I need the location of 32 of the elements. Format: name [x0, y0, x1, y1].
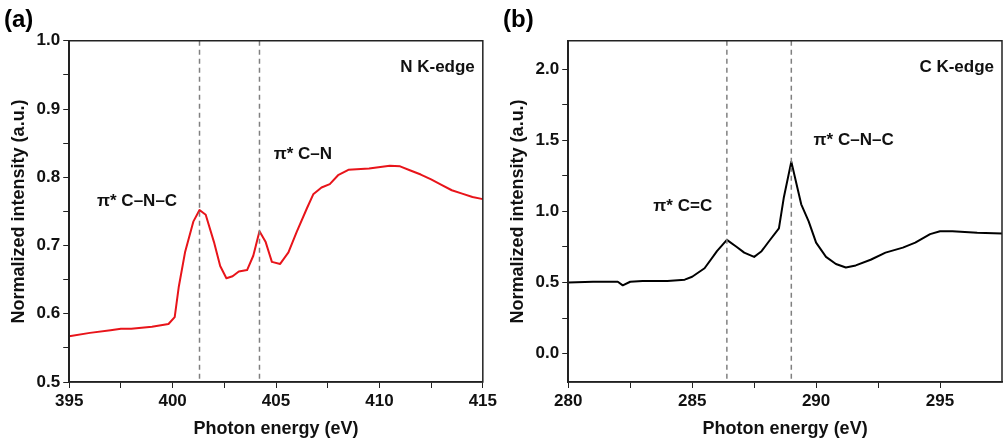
x-tick-label: 280: [554, 390, 583, 410]
x-tick-label: 415: [468, 390, 498, 410]
y-tick-label: 0.7: [36, 235, 61, 255]
y-tick-label: 1.0: [36, 30, 61, 50]
y-tick-label: 2.0: [535, 58, 560, 78]
annotation: π* C–N–C: [97, 190, 178, 210]
y-tick-label: 0.8: [36, 166, 61, 186]
y-tick-label: 0.9: [36, 98, 61, 118]
y-tick-label: 0.5: [535, 272, 560, 292]
annotation: N K-edge: [400, 57, 475, 77]
y-tick-label: 0.6: [36, 303, 61, 323]
annotation: π* C–N–C: [813, 129, 894, 149]
y-axis-title: Normalized intensity (a.u.): [506, 99, 527, 324]
y-axis-title: Normalized intensity (a.u.): [7, 99, 28, 324]
x-tick-label: 295: [925, 390, 955, 410]
annotation: C K-edge: [919, 57, 994, 77]
x-tick-label: 285: [677, 390, 707, 410]
x-tick-label: 290: [801, 390, 831, 410]
chart-title: (b): [503, 5, 534, 33]
y-tick-label: 1.0: [535, 201, 560, 221]
x-axis-title: Photon energy (eV): [702, 418, 868, 439]
annotation: π* C=C: [653, 196, 713, 216]
x-tick-label: 395: [55, 390, 84, 410]
y-tick-label: 0.5: [36, 371, 61, 391]
y-tick-label: 1.5: [535, 130, 560, 149]
y-tick-label: 0.0: [535, 343, 560, 363]
x-tick-label: 410: [365, 390, 394, 410]
x-tick-label: 400: [158, 390, 187, 410]
chart-title: (a): [4, 5, 34, 33]
x-axis-title: Photon energy (eV): [193, 418, 359, 439]
x-tick-label: 405: [261, 390, 291, 410]
annotation: π* C–N: [273, 143, 333, 163]
